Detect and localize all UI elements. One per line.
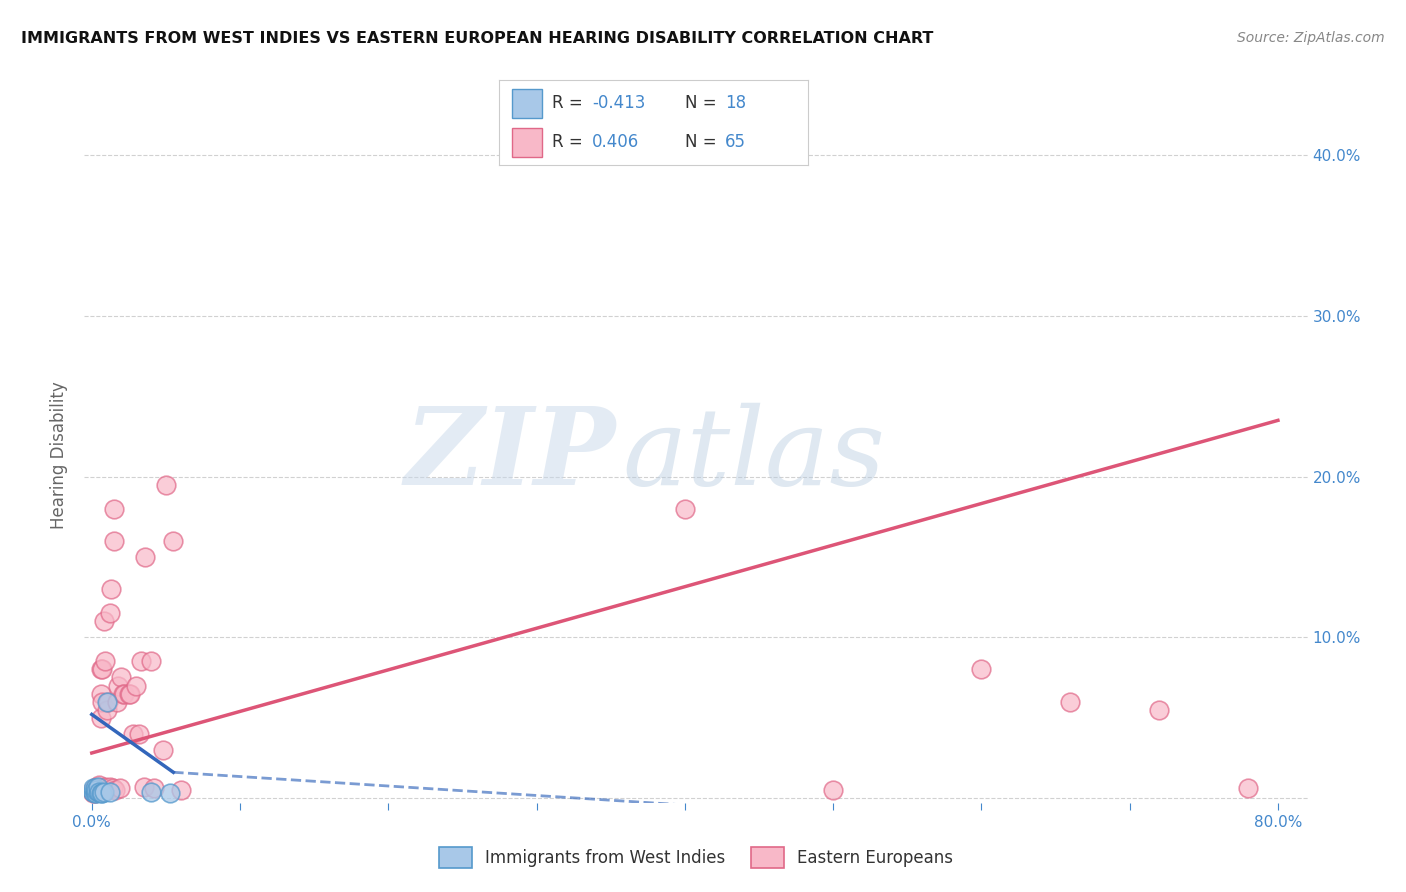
Point <box>101 781 124 796</box>
Point <box>134 549 156 564</box>
Text: 0.406: 0.406 <box>592 133 640 151</box>
Point <box>82 781 104 796</box>
Point <box>93 781 115 796</box>
Point <box>86 781 108 796</box>
Point <box>132 780 155 794</box>
Point <box>83 784 105 798</box>
Text: N =: N = <box>685 133 721 151</box>
Text: R =: R = <box>551 133 588 151</box>
Point <box>83 783 105 797</box>
Point <box>86 784 108 798</box>
Point <box>107 678 129 692</box>
Text: atlas: atlas <box>623 402 886 508</box>
Point <box>86 780 108 794</box>
Point <box>96 783 118 797</box>
Point <box>91 786 114 800</box>
Point <box>89 784 111 798</box>
Point <box>159 786 181 800</box>
Point <box>84 780 107 794</box>
Point <box>82 783 104 797</box>
Text: R =: R = <box>551 95 588 112</box>
Point <box>96 695 118 709</box>
Point <box>90 711 112 725</box>
Point <box>82 784 104 798</box>
Point <box>112 687 135 701</box>
Point <box>1237 781 1260 796</box>
Point <box>94 654 117 668</box>
Point <box>89 781 111 796</box>
Point <box>125 678 148 692</box>
Point <box>823 783 845 797</box>
Text: -0.413: -0.413 <box>592 95 645 112</box>
Legend: Immigrants from West Indies, Eastern Europeans: Immigrants from West Indies, Eastern Eur… <box>432 841 960 874</box>
Text: Source: ZipAtlas.com: Source: ZipAtlas.com <box>1237 31 1385 45</box>
Point <box>89 780 111 794</box>
Point <box>84 781 107 796</box>
Point <box>110 670 132 684</box>
Point <box>97 695 120 709</box>
FancyBboxPatch shape <box>512 128 543 157</box>
Point <box>118 687 141 701</box>
Text: 65: 65 <box>725 133 747 151</box>
Point <box>83 781 105 796</box>
Text: 18: 18 <box>725 95 747 112</box>
Y-axis label: Hearing Disability: Hearing Disability <box>51 381 69 529</box>
Point <box>84 783 107 797</box>
Point <box>111 687 134 701</box>
Point <box>152 743 174 757</box>
Point <box>170 783 193 797</box>
Point <box>120 687 142 701</box>
Point <box>93 614 115 628</box>
Point <box>1059 695 1081 709</box>
Point <box>103 533 125 548</box>
Point <box>83 786 105 800</box>
Point <box>82 784 104 798</box>
Point <box>91 662 114 676</box>
Point <box>86 783 108 797</box>
Point <box>84 783 107 797</box>
Point <box>1149 703 1171 717</box>
Point <box>105 695 128 709</box>
Point <box>93 784 115 798</box>
Point <box>139 784 162 798</box>
Point <box>82 784 104 798</box>
Point <box>86 784 108 798</box>
Point <box>91 781 114 796</box>
Point <box>155 477 177 491</box>
Point <box>82 784 104 798</box>
Point <box>83 783 105 797</box>
Text: ZIP: ZIP <box>405 402 616 508</box>
Point <box>970 662 993 676</box>
Point <box>122 727 145 741</box>
Point <box>108 781 131 796</box>
Point <box>91 695 114 709</box>
Point <box>673 501 696 516</box>
Point <box>143 781 166 796</box>
Point <box>96 703 118 717</box>
Point <box>128 727 150 741</box>
FancyBboxPatch shape <box>512 89 543 118</box>
Point <box>162 533 184 548</box>
Point <box>90 786 112 800</box>
Point <box>98 784 121 798</box>
Point <box>139 654 162 668</box>
Point <box>98 780 121 794</box>
Point <box>82 786 104 800</box>
Point <box>98 606 121 620</box>
Point <box>84 786 107 800</box>
Point <box>83 786 105 800</box>
Point <box>100 582 122 596</box>
Point <box>83 781 105 796</box>
Point <box>94 780 117 794</box>
Point <box>90 662 112 676</box>
Text: IMMIGRANTS FROM WEST INDIES VS EASTERN EUROPEAN HEARING DISABILITY CORRELATION C: IMMIGRANTS FROM WEST INDIES VS EASTERN E… <box>21 31 934 46</box>
Point <box>104 783 127 797</box>
Text: N =: N = <box>685 95 721 112</box>
Point <box>84 784 107 798</box>
Point <box>103 501 125 516</box>
Point <box>90 687 112 701</box>
Point <box>89 784 111 798</box>
Point <box>89 778 111 792</box>
Point <box>129 654 152 668</box>
